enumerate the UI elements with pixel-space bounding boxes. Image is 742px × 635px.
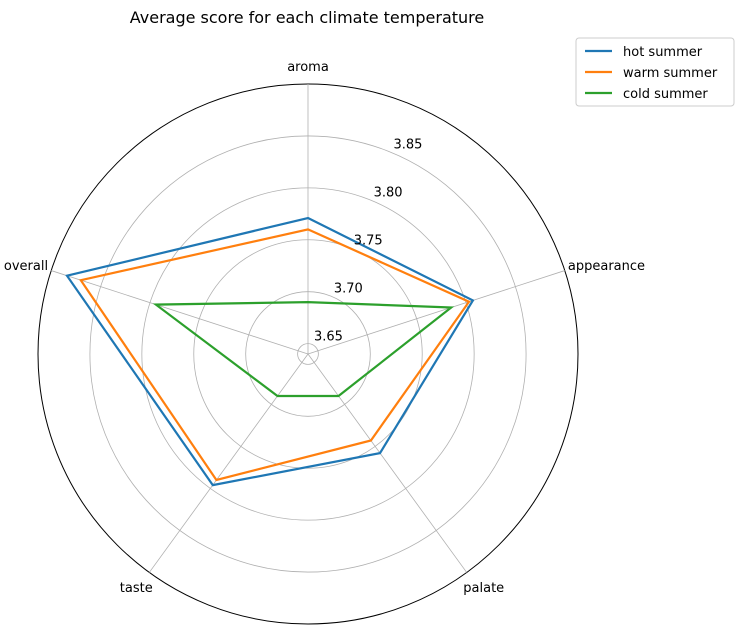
- legend-label-hot-summer: hot summer: [623, 45, 703, 60]
- category-label-appearance: appearance: [568, 259, 645, 274]
- r-tick-label: 3.65: [314, 329, 343, 344]
- spoke-palate: [307, 353, 468, 573]
- chart-title: Average score for each climate temperatu…: [130, 8, 484, 27]
- series-line-cold-summer: [152, 300, 455, 398]
- series-line-warm-summer: [78, 228, 471, 482]
- legend: hot summer warm summer cold summer: [575, 37, 735, 107]
- category-label-overall: overall: [4, 259, 48, 274]
- r-tick-label: 3.85: [393, 138, 422, 153]
- category-label-taste: taste: [120, 581, 153, 596]
- r-tick-label: 3.80: [374, 185, 403, 200]
- spoke-overall: [51, 270, 309, 355]
- spoke-appearance: [307, 270, 565, 355]
- category-label-aroma: aroma: [287, 60, 329, 75]
- r-tick-label: 3.70: [334, 281, 363, 296]
- spoke-taste: [148, 353, 309, 573]
- radial-tick-labels: 3.65 3.70 3.75 3.80 3.85: [314, 138, 422, 345]
- category-labels: aroma appearance palate taste overall: [4, 60, 645, 596]
- legend-label-warm-summer: warm summer: [623, 66, 718, 81]
- category-label-palate: palate: [463, 581, 504, 596]
- radar-series: [65, 216, 475, 487]
- series-line-hot-summer: [65, 216, 475, 487]
- legend-label-cold-summer: cold summer: [623, 87, 708, 102]
- legend-frame: [575, 37, 735, 107]
- r-tick-label: 3.75: [354, 233, 383, 248]
- radar-spokes: [51, 84, 565, 573]
